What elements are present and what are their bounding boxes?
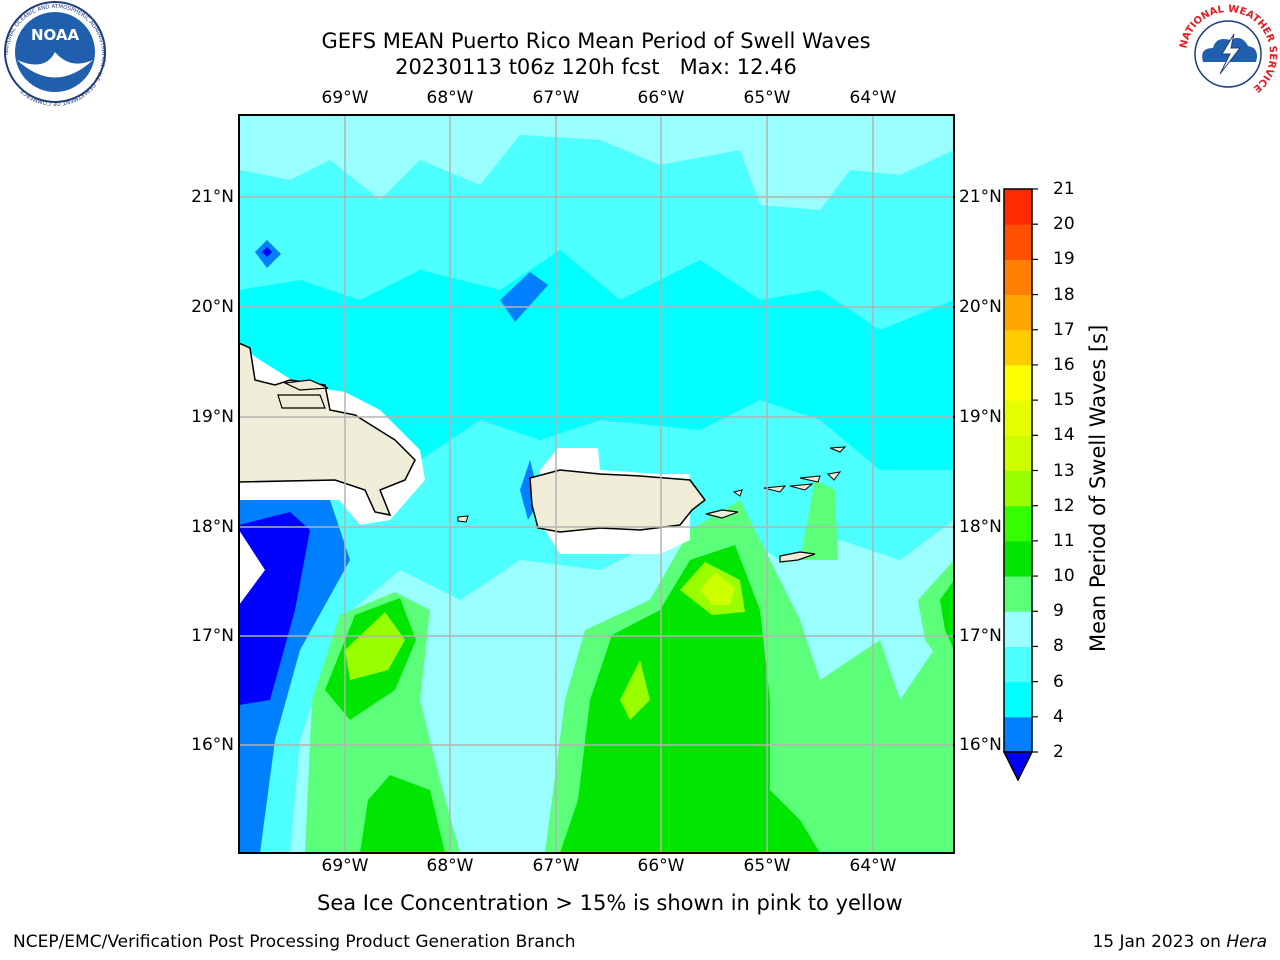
- svg-text:NOAA: NOAA: [31, 26, 80, 44]
- colorbar-tick-label: 10: [1053, 566, 1075, 587]
- lat-tick-left-20: 20°N: [191, 297, 234, 317]
- colorbar-tick-label: 13: [1053, 460, 1075, 481]
- colorbar-tick-label: 18: [1053, 284, 1075, 305]
- lon-tick-top-68: 68°W: [426, 88, 474, 108]
- colorbar-segment: [1004, 470, 1032, 507]
- field-blue-patch: [500, 272, 548, 322]
- colorbar-segment: [1004, 400, 1032, 436]
- colorbar-segment: [1004, 435, 1032, 471]
- lat-tick-left-18: 18°N: [191, 517, 234, 537]
- lat-tick-right-16: 16°N: [959, 735, 1002, 755]
- colorbar-tick-label: 4: [1053, 706, 1064, 727]
- colorbar-tick-label: 15: [1053, 390, 1075, 411]
- mona-island: [457, 515, 469, 523]
- lat-tick-right-18: 18°N: [959, 517, 1002, 537]
- colorbar-svg: [1002, 188, 1038, 782]
- colorbar-segment: [1004, 189, 1032, 225]
- tortuga-island: [277, 394, 326, 409]
- lon-tick-top-69: 69°W: [321, 88, 369, 108]
- field-darkblue-dot: [262, 247, 272, 257]
- footer-right: 15 Jan 2023 on Hera: [1092, 932, 1267, 952]
- field-cyan-band: [239, 250, 954, 470]
- field-light-top: [239, 115, 954, 210]
- colorbar-segment: [1004, 611, 1032, 647]
- field-green-east: [560, 545, 820, 853]
- colorbar-tick-label: 11: [1053, 530, 1075, 551]
- colorbar-tick-label: 16: [1053, 354, 1075, 375]
- map-field: [239, 115, 954, 853]
- field-chartreuse-south: [620, 660, 650, 720]
- colorbar-segment: [1004, 329, 1032, 366]
- graticule: [239, 115, 954, 853]
- colorbar-segment: [1004, 646, 1032, 683]
- lon-tick-bottom-66: 66°W: [637, 856, 685, 876]
- lon-tick-top-64: 64°W: [849, 88, 897, 108]
- colorbar-segment: [1004, 364, 1032, 401]
- lon-tick-top-66: 66°W: [637, 88, 685, 108]
- map-frame: [238, 114, 955, 854]
- lat-tick-left-21: 21°N: [191, 187, 234, 207]
- lat-tick-left-16: 16°N: [191, 735, 234, 755]
- colorbar-segment: [1004, 576, 1032, 612]
- colorbar-tick-label: 8: [1053, 636, 1064, 657]
- lon-tick-bottom-68: 68°W: [426, 856, 474, 876]
- noaa-logo: NATIONAL OCEANIC AND ATMOSPHERIC ADMINIS…: [4, 1, 106, 106]
- lon-tick-top-65: 65°W: [743, 88, 791, 108]
- field-lightgreen-edge: [918, 560, 954, 680]
- north-coast-island: [282, 379, 329, 391]
- map-title: GEFS MEAN Puerto Rico Mean Period of Swe…: [240, 28, 952, 80]
- lat-tick-right-20: 20°N: [959, 297, 1002, 317]
- colorbar-title: Mean Period of Swell Waves [s]: [1086, 324, 1110, 652]
- colorbar-tick-label: 21: [1053, 179, 1075, 199]
- field-chartreuse-west: [345, 612, 405, 680]
- lon-tick-top-67: 67°W: [532, 88, 580, 108]
- field-green-edge: [940, 580, 954, 650]
- lon-tick-bottom-67: 67°W: [532, 856, 580, 876]
- footer-left: NCEP/EMC/Verification Post Processing Pr…: [13, 932, 576, 952]
- colorbar-tick-label: 9: [1053, 601, 1064, 622]
- sea-ice-note: Sea Ice Concentration > 15% is shown in …: [317, 891, 903, 915]
- vieques-island: [705, 509, 739, 519]
- field-white-west: [239, 530, 265, 605]
- field-lightgreen-vi: [800, 480, 838, 560]
- colorbar-segment: [1004, 540, 1032, 577]
- footer-machine: Hera: [1226, 932, 1267, 952]
- lon-tick-bottom-65: 65°W: [743, 856, 791, 876]
- field-yellow-max: [700, 572, 735, 605]
- lat-tick-right-17: 17°N: [959, 626, 1002, 646]
- colorbar-segment: [1004, 294, 1032, 331]
- nws-logo: NATIONAL WEATHER SERVICE: [1178, 4, 1278, 102]
- colorbar-tick-label: 6: [1053, 671, 1064, 692]
- lat-tick-left-19: 19°N: [191, 407, 234, 427]
- colorbar-segment: [1004, 681, 1032, 718]
- colorbar-extend-triangle: [1002, 751, 1034, 782]
- hispaniola-land: [239, 342, 416, 517]
- title-line-1: GEFS MEAN Puerto Rico Mean Period of Swe…: [321, 29, 871, 53]
- st-croix-island: [779, 551, 816, 563]
- colorbar-segment: [1004, 259, 1032, 296]
- colorbar-tick-label: 14: [1053, 425, 1075, 446]
- footer-date: 15 Jan 2023 on: [1092, 932, 1227, 952]
- lat-tick-right-19: 19°N: [959, 407, 1002, 427]
- virgin-islands: [732, 446, 847, 497]
- lat-tick-right-21: 21°N: [959, 187, 1002, 207]
- colorbar-segment: [1004, 505, 1032, 542]
- colorbar-segment: [1004, 224, 1032, 260]
- lat-tick-left-17: 17°N: [191, 626, 234, 646]
- colorbar-segment: [1004, 716, 1032, 753]
- lon-tick-bottom-69: 69°W: [321, 856, 369, 876]
- lon-tick-bottom-64: 64°W: [849, 856, 897, 876]
- colorbar-tick-label: 12: [1053, 495, 1075, 516]
- field-green-southwest: [360, 775, 445, 853]
- colorbar-tick-label: 19: [1053, 249, 1075, 270]
- title-line-2: 20230113 t06z 120h fcst Max: 12.46: [395, 55, 797, 79]
- colorbar-tick-label: 2: [1053, 742, 1064, 762]
- colorbar-tick-label: 17: [1053, 319, 1075, 340]
- colorbar-tick-label: 20: [1053, 214, 1075, 235]
